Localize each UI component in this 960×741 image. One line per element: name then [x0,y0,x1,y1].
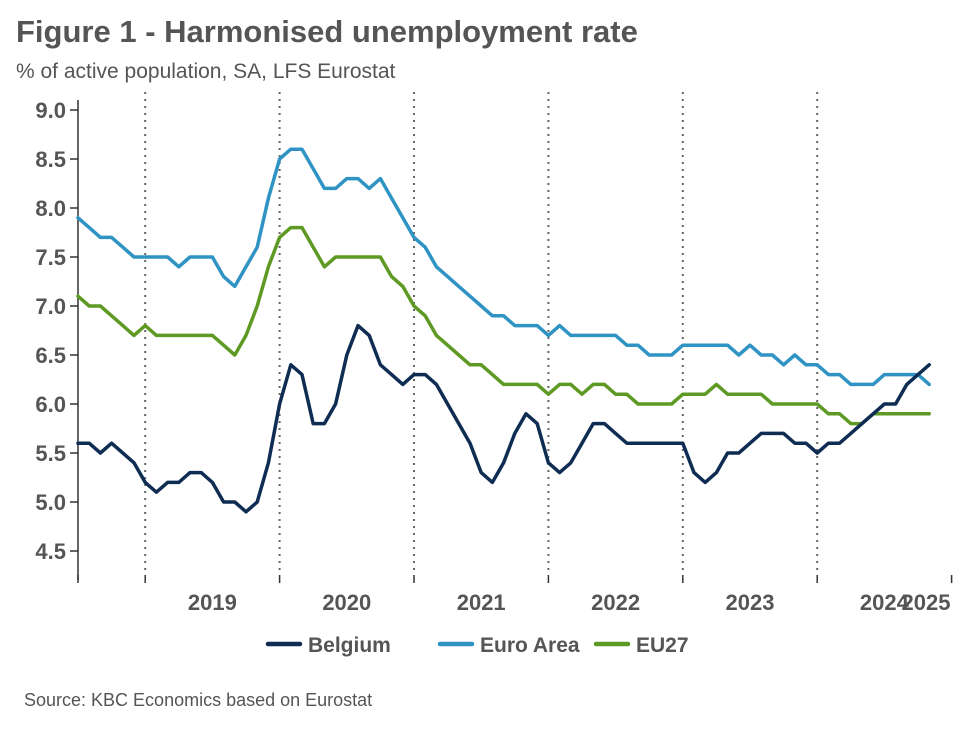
series-lines [76,147,931,514]
y-tick-label: 7.5 [35,245,66,270]
series-line-belgium [76,323,931,514]
y-tick-label: 9.0 [35,98,66,123]
y-tick-label: 8.5 [35,147,66,172]
y-tick-label: 5.5 [35,441,66,466]
legend-label-eu27: EU27 [636,634,689,657]
x-tick-label: 2020 [322,590,371,615]
x-tick-label: 2025 [902,590,951,615]
chart-title: Figure 1 - Harmonised unemployment rate [16,14,638,49]
y-tick-label: 4.5 [35,539,66,564]
y-tick-label: 7.0 [35,294,66,319]
legend-label-euro-area: Euro Area [480,634,580,657]
series-line-euro-area [76,147,931,387]
legend: Belgium Euro Area EU27 [265,634,689,657]
x-tick-label: 2019 [188,590,237,615]
x-tick-label: 2024 [860,590,910,615]
source-note: Source: KBC Economics based on Eurostat [24,690,373,710]
y-tick-label: 8.0 [35,196,66,221]
x-tick-label: 2023 [726,590,775,615]
y-tick-label: 5.0 [35,490,66,515]
y-tick-label: 6.0 [35,392,66,417]
x-tick-label: 2021 [457,590,506,615]
x-tick-label: 2022 [591,590,640,615]
y-tick-label: 6.5 [35,343,66,368]
chart-subtitle: % of active population, SA, LFS Eurostat [16,60,396,83]
series-line-eu27 [76,225,931,426]
legend-label-belgium: Belgium [308,634,391,657]
axes: 9.0 8.5 8.0 7.5 7.0 6.5 6.0 5.5 5.0 4.5 2019 2020 20… [35,98,953,615]
